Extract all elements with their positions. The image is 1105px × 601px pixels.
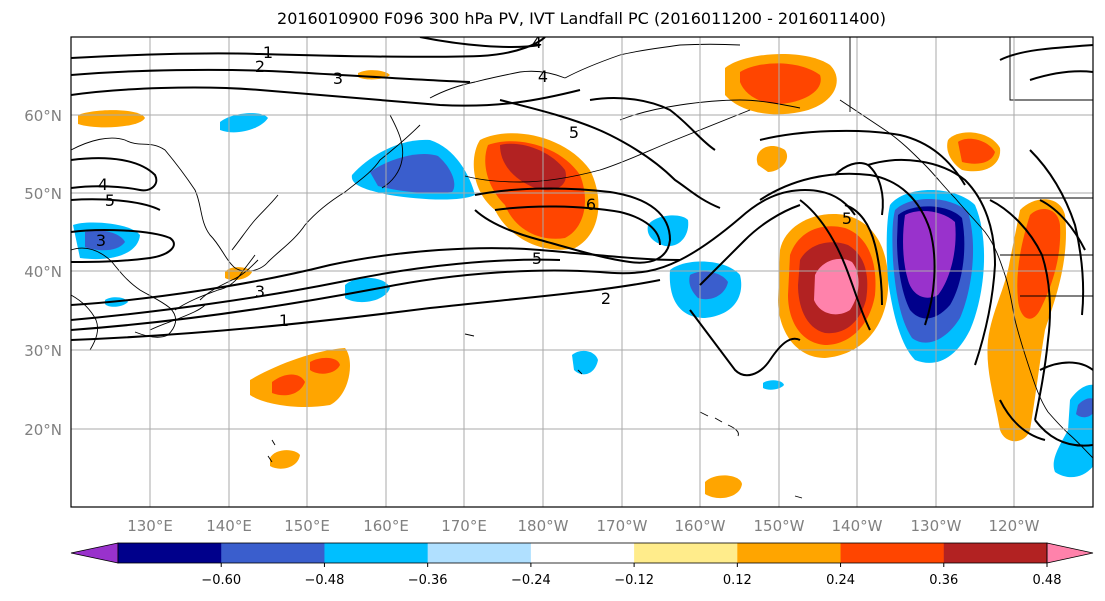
contour-label: 6 (586, 195, 596, 214)
lon-tick-label: 130°E (127, 517, 173, 535)
contour-label: 4 (98, 175, 108, 194)
colorbar-swatch (427, 543, 532, 563)
coastlines (71, 37, 1093, 499)
contour-label: 4 (532, 33, 542, 52)
pv-contours (71, 37, 1093, 447)
contour-label: 1 (279, 311, 289, 330)
colorbar-swatch (943, 543, 1048, 563)
colorbar-tick-label: −0.60 (201, 573, 241, 588)
lat-tick-label: 20°N (24, 421, 62, 439)
contour-label: 5 (532, 249, 542, 268)
colorbar-low-extension (70, 542, 119, 564)
colorbar: −0.60 −0.48 −0.36 −0.24 −0.12 0.12 0.24 0.36 0.4… (70, 542, 1094, 588)
lon-axis: 130°E 140°E 150°E 160°E 170°E 180°W 170°W 160°W… (127, 517, 1039, 535)
contour-label: 5 (842, 209, 852, 228)
lat-tick-label: 50°N (24, 185, 62, 203)
contour-label: 3 (96, 231, 106, 250)
colorbar-tick-label: 0.12 (723, 573, 752, 588)
lon-tick-label: 140°E (206, 517, 252, 535)
colorbar-swatch (530, 543, 635, 563)
contour-label: 2 (601, 289, 611, 308)
lon-tick-label: 160°W (675, 517, 726, 535)
map-frame (70, 36, 1094, 508)
lat-axis: 60°N 50°N 40°N 30°N 20°N (24, 107, 62, 439)
colorbar-swatch (840, 543, 945, 563)
colorbar-tick-label: −0.36 (408, 573, 448, 588)
colorbar-swatch (737, 543, 842, 563)
colorbar-high-extension (1046, 542, 1094, 564)
lon-tick-label: 160°E (363, 517, 409, 535)
contour-label: 2 (255, 57, 265, 76)
colorbar-tick-label: −0.12 (614, 573, 654, 588)
colorbar-tick-label: −0.48 (305, 573, 345, 588)
pv-anomaly-fills (73, 53, 1093, 499)
lon-tick-label: 150°W (754, 517, 805, 535)
colorbar-tick-label: 0.36 (929, 573, 958, 588)
colorbar-swatch (118, 543, 222, 563)
contour-label: 1 (263, 43, 273, 62)
colorbar-tick-label: 0.24 (826, 573, 855, 588)
lon-tick-label: 170°W (597, 517, 648, 535)
contour-label-group: 1 2 3 4 4 5 5 4 5 3 3 1 6 5 2 5 (96, 33, 852, 330)
gridlines (71, 37, 1093, 507)
colorbar-swatch (634, 543, 738, 563)
lat-tick-label: 40°N (24, 263, 62, 281)
lon-tick-label: 130°W (911, 517, 962, 535)
colorbar-swatch (221, 543, 325, 563)
contour-label: 5 (569, 123, 579, 142)
contour-label: 3 (255, 282, 265, 301)
lon-tick-label: 170°E (441, 517, 487, 535)
colorbar-frame (117, 542, 1048, 564)
lon-tick-label: 180°W (518, 517, 569, 535)
map-area: 1 2 3 4 4 5 5 4 5 3 3 1 6 5 2 5 (71, 33, 1093, 507)
contour-label: 4 (538, 67, 548, 86)
colorbar-swatch (324, 543, 429, 563)
contour-label: 5 (105, 191, 115, 210)
colorbar-tick-label: 0.48 (1033, 573, 1062, 588)
contour-label: 3 (333, 69, 343, 88)
lat-tick-label: 60°N (24, 107, 62, 125)
lat-tick-label: 30°N (24, 342, 62, 360)
lon-tick-label: 120°W (989, 517, 1040, 535)
colorbar-tick-label: −0.24 (511, 573, 551, 588)
lon-tick-label: 150°E (284, 517, 330, 535)
map-title: 2016010900 F096 300 hPa PV, IVT Landfall… (277, 9, 886, 28)
lon-tick-label: 140°W (832, 517, 883, 535)
